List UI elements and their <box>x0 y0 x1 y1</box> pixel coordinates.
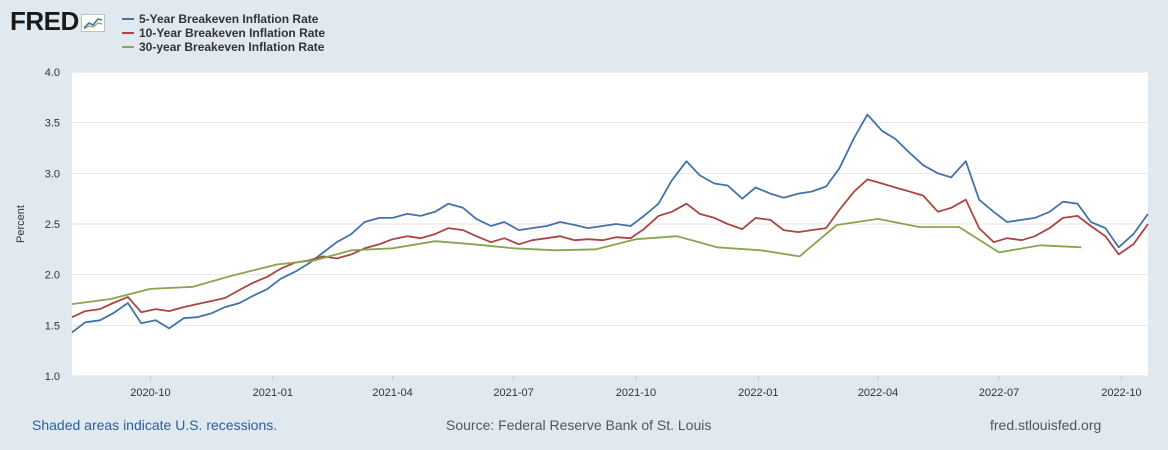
x-tick-label: 2021-01 <box>253 387 293 399</box>
legend-swatch-5y <box>122 18 134 20</box>
legend-swatch-10y <box>122 32 134 34</box>
y-tick-labels: 1.0 1.5 2.0 2.5 3.0 3.5 4.0 <box>45 67 60 383</box>
legend-item-5y[interactable]: 5-Year Breakeven Inflation Rate <box>122 12 325 26</box>
x-tick-label: 2022-04 <box>858 387 898 399</box>
legend-item-30y[interactable]: 30-year Breakeven Inflation Rate <box>122 40 325 54</box>
y-tick-label: 2.0 <box>45 270 60 282</box>
x-tick-label: 2021-04 <box>372 387 412 399</box>
y-tick-label: 3.0 <box>45 168 60 180</box>
fred-site-link[interactable]: fred.stlouisfed.org <box>990 417 1102 433</box>
legend-item-10y[interactable]: 10-Year Breakeven Inflation Rate <box>122 26 325 40</box>
series-line-5y[interactable] <box>71 113 1149 334</box>
x-tick-labels: 2020-10 2021-01 2021-04 2021-07 2021-10 2022-… <box>130 376 1142 399</box>
legend-label-10y: 10-Year Breakeven Inflation Rate <box>139 26 326 40</box>
x-tick-label: 2022-10 <box>1101 387 1141 399</box>
legend-swatch-30y <box>122 46 134 48</box>
recession-note-link[interactable]: Shaded areas indicate U.S. recessions. <box>32 417 278 433</box>
y-tick-label: 2.5 <box>45 219 60 231</box>
legend-label-30y: 30-year Breakeven Inflation Rate <box>139 40 325 54</box>
x-tick-label: 2021-07 <box>493 387 533 399</box>
grid-lines <box>72 71 1148 377</box>
x-tick-label: 2022-01 <box>738 387 778 399</box>
fred-logo[interactable]: FRED <box>10 6 105 37</box>
series-line-10y[interactable] <box>71 178 1149 319</box>
y-tick-label: 3.5 <box>45 118 60 130</box>
fred-logo-text: FRED <box>10 6 79 36</box>
source-note: Source: Federal Reserve Bank of St. Loui… <box>446 417 712 433</box>
x-tick-label: 2022-07 <box>979 387 1019 399</box>
y-axis-title: Percent <box>15 205 27 243</box>
y-tick-label: 4.0 <box>45 67 60 79</box>
series-lines <box>71 113 1149 334</box>
x-tick-label: 2020-10 <box>130 387 170 399</box>
legend-label-5y: 5-Year Breakeven Inflation Rate <box>139 12 319 26</box>
chart-trend-icon <box>80 13 105 32</box>
chart-legend: 5-Year Breakeven Inflation Rate 10-Year … <box>122 12 325 54</box>
y-tick-label: 1.0 <box>45 371 60 383</box>
x-tick-label: 2021-10 <box>616 387 656 399</box>
y-tick-label: 1.5 <box>45 320 60 332</box>
series-line-30y[interactable] <box>71 217 1082 305</box>
